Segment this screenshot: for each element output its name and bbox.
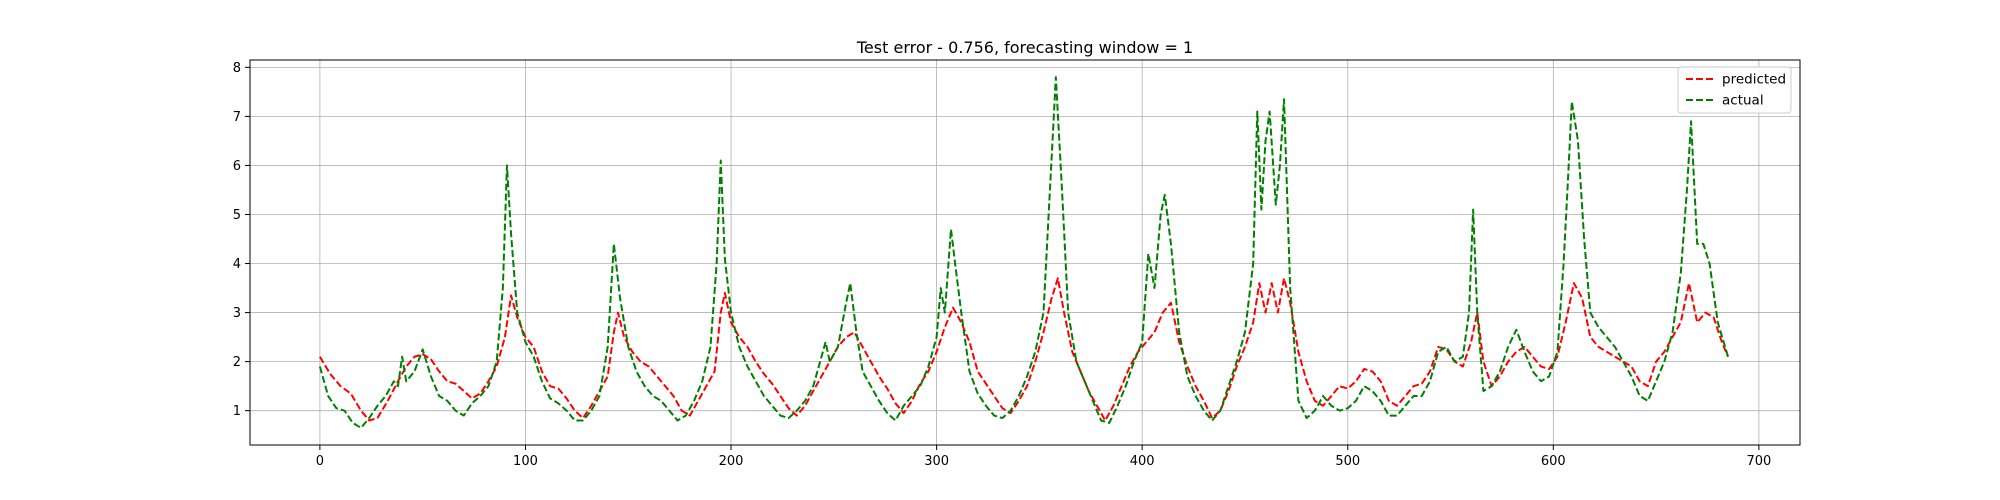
y-tick-label: 7 — [233, 110, 241, 125]
x-tick-label: 200 — [719, 454, 744, 469]
x-tick-label: 300 — [924, 454, 949, 469]
y-tick-label: 1 — [233, 404, 241, 419]
y-tick-label: 8 — [233, 61, 241, 76]
x-tick-label: 100 — [513, 454, 538, 469]
series-line-actual — [318, 76, 1730, 429]
y-tick-label: 2 — [233, 355, 241, 370]
legend-label-actual: actual — [1722, 93, 1764, 109]
y-tick-label: 4 — [233, 257, 241, 272]
legend: predicted actual — [1677, 66, 1792, 114]
legend-label-predicted: predicted — [1722, 72, 1786, 88]
series-layer — [318, 76, 1730, 429]
chart-title: Test error - 0.756, forecasting window =… — [856, 38, 1193, 57]
series-line-predicted — [319, 277, 1729, 422]
plot-frame — [249, 59, 1801, 446]
x-tick-label: 400 — [1130, 454, 1155, 469]
y-tick-label: 5 — [233, 208, 241, 223]
tick-layer: 0 100 200 300 400 500 600 700 1 2 3 4 5 6 7 8 — [233, 61, 1772, 469]
x-tick-label: 700 — [1746, 454, 1771, 469]
x-tick-label: 500 — [1335, 454, 1360, 469]
y-tick-label: 6 — [233, 159, 241, 174]
y-tick-label: 3 — [233, 306, 241, 321]
x-tick-label: 0 — [316, 454, 324, 469]
grid-layer — [250, 60, 1800, 445]
x-tick-label: 600 — [1541, 454, 1566, 469]
